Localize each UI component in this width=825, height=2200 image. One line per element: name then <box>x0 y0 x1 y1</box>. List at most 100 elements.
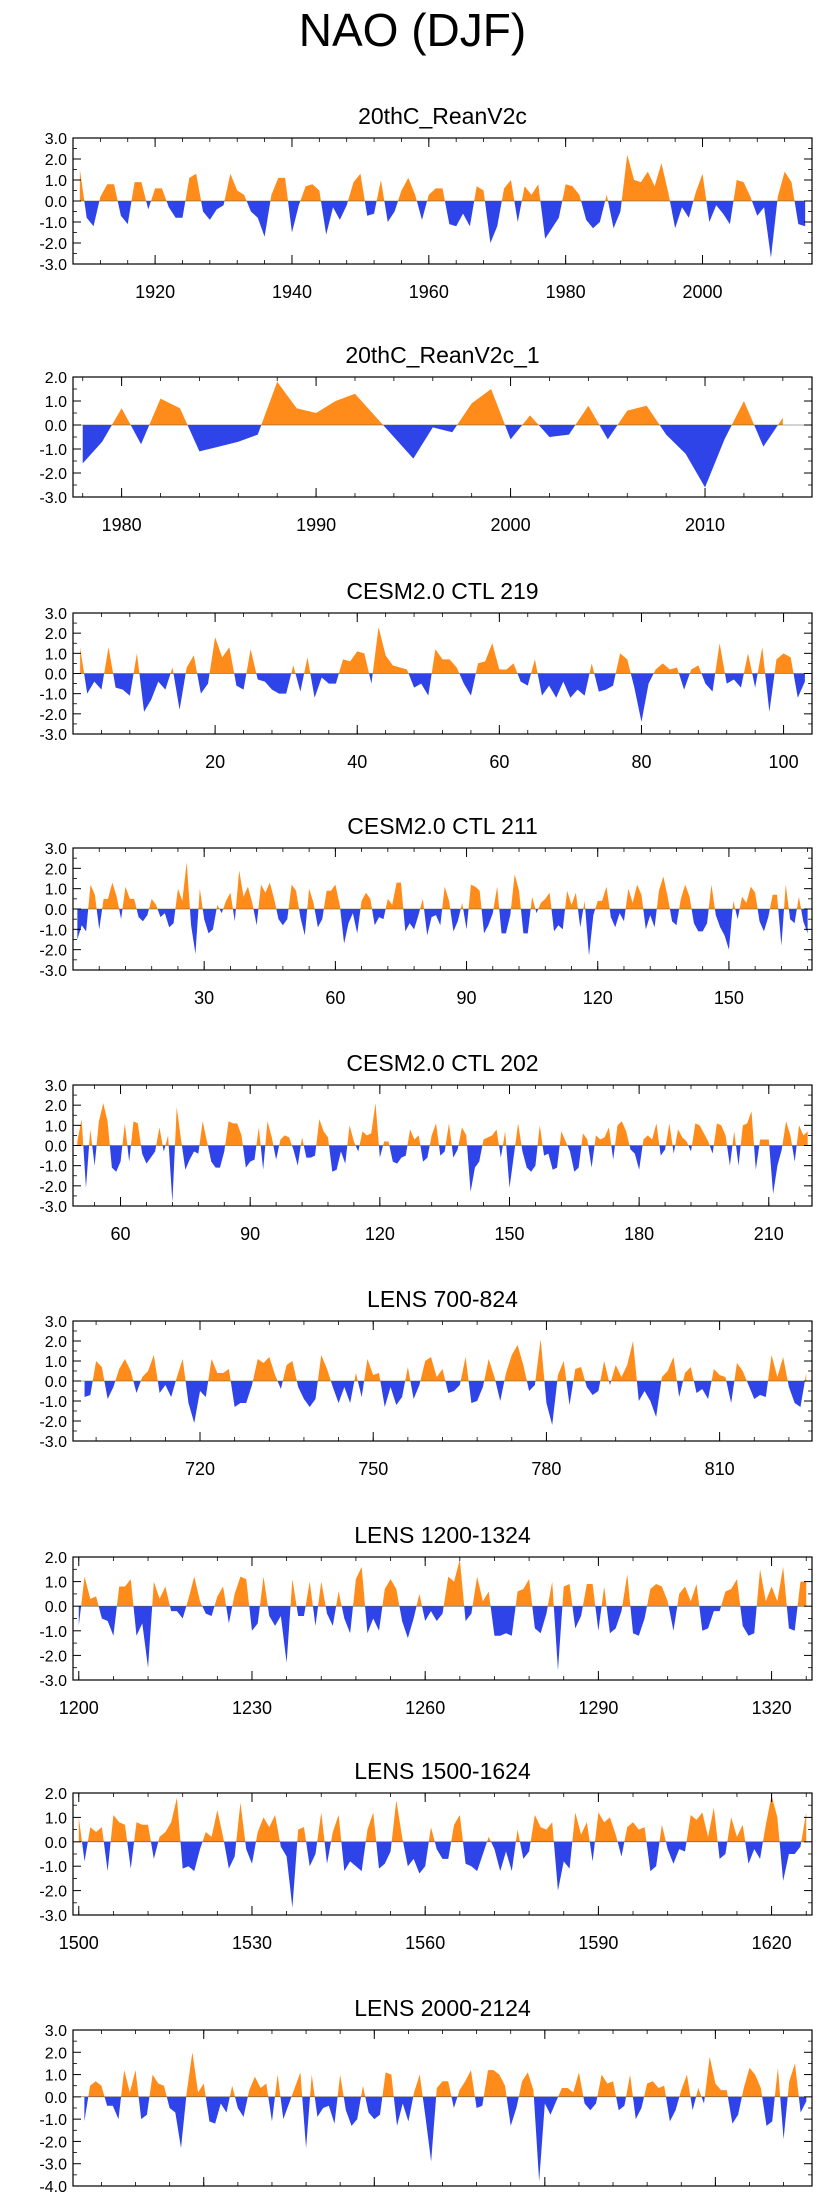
positive-area-42 <box>661 1357 677 1381</box>
negative-area-4 <box>103 1841 111 1872</box>
negative-area-37 <box>583 2096 598 2111</box>
positive-area-6 <box>149 2074 167 2097</box>
negative-area-23 <box>299 909 308 936</box>
x-tick-label: 750 <box>358 1459 388 1479</box>
positive-area-51 <box>801 1812 807 1842</box>
x-tick-label: 1200 <box>59 1698 99 1718</box>
negative-area-27 <box>340 909 361 944</box>
positive-area-3 <box>99 184 118 201</box>
x-tick-label: 120 <box>365 1224 395 1244</box>
x-tick-label: 60 <box>489 752 509 772</box>
negative-area-17 <box>302 2096 311 2149</box>
positive-area-14 <box>617 405 660 425</box>
negative-area-11 <box>226 1606 233 1624</box>
negative-area-39 <box>616 2096 627 2111</box>
positive-area-46 <box>538 892 552 909</box>
negative-area-53 <box>780 2096 788 2140</box>
positive-area-54 <box>625 884 644 909</box>
positive-area-10 <box>175 862 190 909</box>
negative-area-51 <box>740 1606 757 1636</box>
negative-area-27 <box>399 1606 417 1639</box>
negative-area-17 <box>754 425 778 447</box>
negative-area-55 <box>798 2096 807 2113</box>
y-tick-label: 0.0 <box>45 902 67 919</box>
positive-area-45 <box>686 1807 718 1842</box>
negative-area-25 <box>314 909 324 928</box>
chart-panel-6: LENS 700-824 3.0 2.0 1.0 0.0 -1.0 -2.0 -3.0 720 7… <box>39 1286 813 1479</box>
x-tick-label: 120 <box>583 988 613 1008</box>
negative-area-50 <box>521 1145 538 1172</box>
chart-title: LENS 1500-1624 <box>354 1758 531 1784</box>
negative-area-5 <box>187 425 262 452</box>
x-tick-label: 40 <box>347 752 367 772</box>
y-tick-label: -2.0 <box>39 1648 67 1665</box>
negative-area-42 <box>646 1841 660 1872</box>
x-tick-label: 780 <box>531 1459 561 1479</box>
y-tick-label: 2.0 <box>45 370 67 387</box>
negative-area-37 <box>463 909 469 930</box>
negative-area-18 <box>207 1145 226 1168</box>
y-tick-label: -3.0 <box>39 1908 67 1925</box>
negative-area-57 <box>669 909 680 926</box>
y-tick-label: 3.0 <box>45 841 67 858</box>
negative-area-33 <box>490 1606 516 1636</box>
negative-area-62 <box>659 1145 666 1156</box>
positive-area-8 <box>148 898 158 909</box>
negative-area-20 <box>369 673 373 684</box>
positive-area-64 <box>739 886 758 909</box>
negative-area-13 <box>202 909 217 934</box>
negative-area-9 <box>202 1606 215 1617</box>
y-tick-label: 2.0 <box>45 861 67 878</box>
negative-area-61 <box>714 909 733 950</box>
x-tick-label: 1920 <box>135 282 175 302</box>
y-tick-label: -2.0 <box>39 466 67 483</box>
negative-area-42 <box>794 201 806 227</box>
chart-title: LENS 1200-1324 <box>354 1522 531 1548</box>
positive-area-26 <box>323 884 341 909</box>
positive-area-22 <box>288 884 300 909</box>
y-tick-label: 2.0 <box>45 1786 67 1803</box>
positive-area-61 <box>642 1123 660 1146</box>
negative-area-74 <box>754 1145 760 1170</box>
positive-area-31 <box>487 1836 491 1842</box>
y-tick-label: -2.0 <box>39 2134 67 2151</box>
x-tick-label: 1320 <box>752 1698 792 1718</box>
x-tick-label: 90 <box>240 1224 260 1244</box>
negative-area-19 <box>312 1606 319 1626</box>
positive-area-21 <box>256 1127 261 1146</box>
negative-area-4 <box>117 201 132 225</box>
positive-area-10 <box>522 415 539 425</box>
positive-area-65 <box>675 1129 689 1146</box>
negative-area-45 <box>690 2096 697 2111</box>
positive-area-52 <box>595 886 610 909</box>
negative-area-14 <box>288 201 301 233</box>
negative-area-8 <box>173 673 186 710</box>
x-tick-label: 60 <box>111 1224 131 1244</box>
x-tick-label: 60 <box>325 988 345 1008</box>
negative-area-2 <box>84 673 105 694</box>
positive-area-16 <box>290 1579 297 1607</box>
chart-title: CESM2.0 CTL 219 <box>346 578 538 604</box>
positive-area-11 <box>224 173 247 201</box>
positive-area-2 <box>88 884 97 909</box>
negative-area-15 <box>267 1606 291 1663</box>
negative-area-44 <box>467 1145 483 1192</box>
positive-area-37 <box>693 173 707 201</box>
negative-area-72 <box>735 1145 741 1166</box>
negative-area-53 <box>609 909 626 928</box>
y-tick-label: -3.0 <box>39 490 67 507</box>
positive-area-17 <box>304 657 311 674</box>
negative-area-47 <box>551 909 566 932</box>
negative-area-35 <box>450 909 461 932</box>
y-tick-label: -2.0 <box>39 1884 67 1901</box>
positive-area-38 <box>597 2074 617 2097</box>
positive-area-30 <box>457 2070 475 2097</box>
positive-area-6 <box>152 1581 170 1607</box>
negative-area-64 <box>672 1145 676 1154</box>
negative-area-37 <box>553 1606 563 1671</box>
negative-area-17 <box>296 1606 306 1617</box>
negative-area-9 <box>205 2096 230 2124</box>
x-tick-label: 1230 <box>232 1698 272 1718</box>
positive-area-59 <box>614 1121 630 1146</box>
negative-area-34 <box>678 673 690 690</box>
